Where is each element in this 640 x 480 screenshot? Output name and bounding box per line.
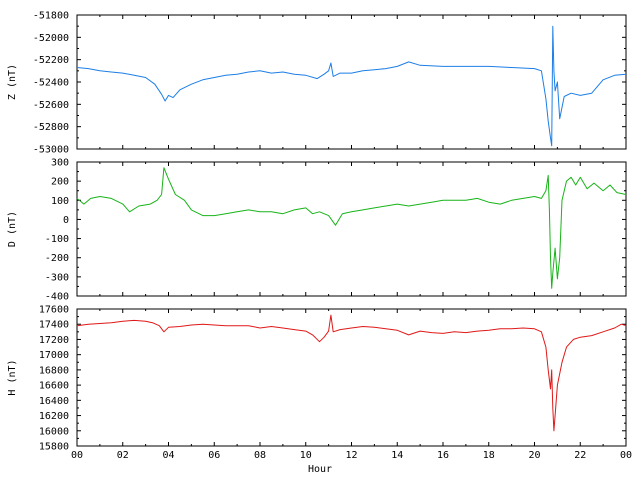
x-tick-label: 08 — [254, 450, 266, 461]
y-axis-label: D (nT) — [7, 211, 18, 247]
x-axis-label: Hour — [308, 464, 332, 475]
y-tick-label: 16000 — [39, 426, 69, 437]
y-tick-label: -400 — [45, 292, 69, 303]
x-tick-label: 12 — [345, 450, 357, 461]
x-tick-label: 10 — [300, 450, 312, 461]
y-tick-label: -52800 — [33, 122, 69, 133]
x-tick-label: 16 — [437, 450, 449, 461]
d-component-panel: 300 200 100 0 -100 -200 -300 -400 D (nT) — [7, 158, 627, 303]
hour-axis: 00 02 04 06 08 10 12 14 16 18 20 22 00 — [71, 450, 632, 461]
y-tick-label: 17200 — [39, 335, 69, 346]
x-tick-label: 22 — [574, 450, 586, 461]
series-line — [76, 314, 627, 432]
y-tick-label: -51800 — [33, 11, 69, 22]
x-tick-label: 20 — [528, 450, 540, 461]
y-tick-label: -100 — [45, 234, 69, 245]
y-tick-label: -52600 — [33, 100, 69, 111]
y-tick-label: 16200 — [39, 411, 69, 422]
plot-frame — [76, 161, 627, 297]
y-tick-label: 15800 — [39, 442, 69, 453]
series-line — [76, 167, 627, 289]
y-tick-label: -52400 — [33, 78, 69, 89]
y-axis-label: Z (nT) — [7, 64, 18, 100]
y-axis-label: H (nT) — [7, 359, 18, 395]
y-tick-label: 200 — [51, 177, 69, 188]
series-line — [76, 25, 627, 147]
y-tick-label: 17000 — [39, 350, 69, 361]
y-tick-label: 16400 — [39, 396, 69, 407]
x-tick-label: 14 — [391, 450, 403, 461]
z-component-panel: -51800 -52000 -52200 -52400 -52600 -52800 -530… — [7, 11, 627, 156]
x-tick-label: 18 — [483, 450, 495, 461]
y-tick-label: 0 — [63, 215, 69, 226]
y-tick-label: 16800 — [39, 365, 69, 376]
y-tick-label: -52200 — [33, 55, 69, 66]
y-tick-label: 16600 — [39, 381, 69, 392]
x-tick-label: 00 — [620, 450, 632, 461]
y-tick-label: -53000 — [33, 145, 69, 156]
y-tick-label: 17400 — [39, 320, 69, 331]
h-component-panel: 17600 17400 17200 17000 16800 16600 16400 16200… — [7, 305, 627, 453]
x-tick-label: 02 — [117, 450, 129, 461]
y-tick-label: -300 — [45, 272, 69, 283]
x-tick-label: 00 — [71, 450, 83, 461]
y-tick-label: 17600 — [39, 305, 69, 316]
x-tick-label: 06 — [208, 450, 220, 461]
y-tick-label: 100 — [51, 196, 69, 207]
y-tick-label: 300 — [51, 158, 69, 169]
y-tick-label: -200 — [45, 253, 69, 264]
y-tick-label: -52000 — [33, 33, 69, 44]
plot-frame — [76, 308, 627, 447]
x-tick-label: 04 — [162, 450, 174, 461]
